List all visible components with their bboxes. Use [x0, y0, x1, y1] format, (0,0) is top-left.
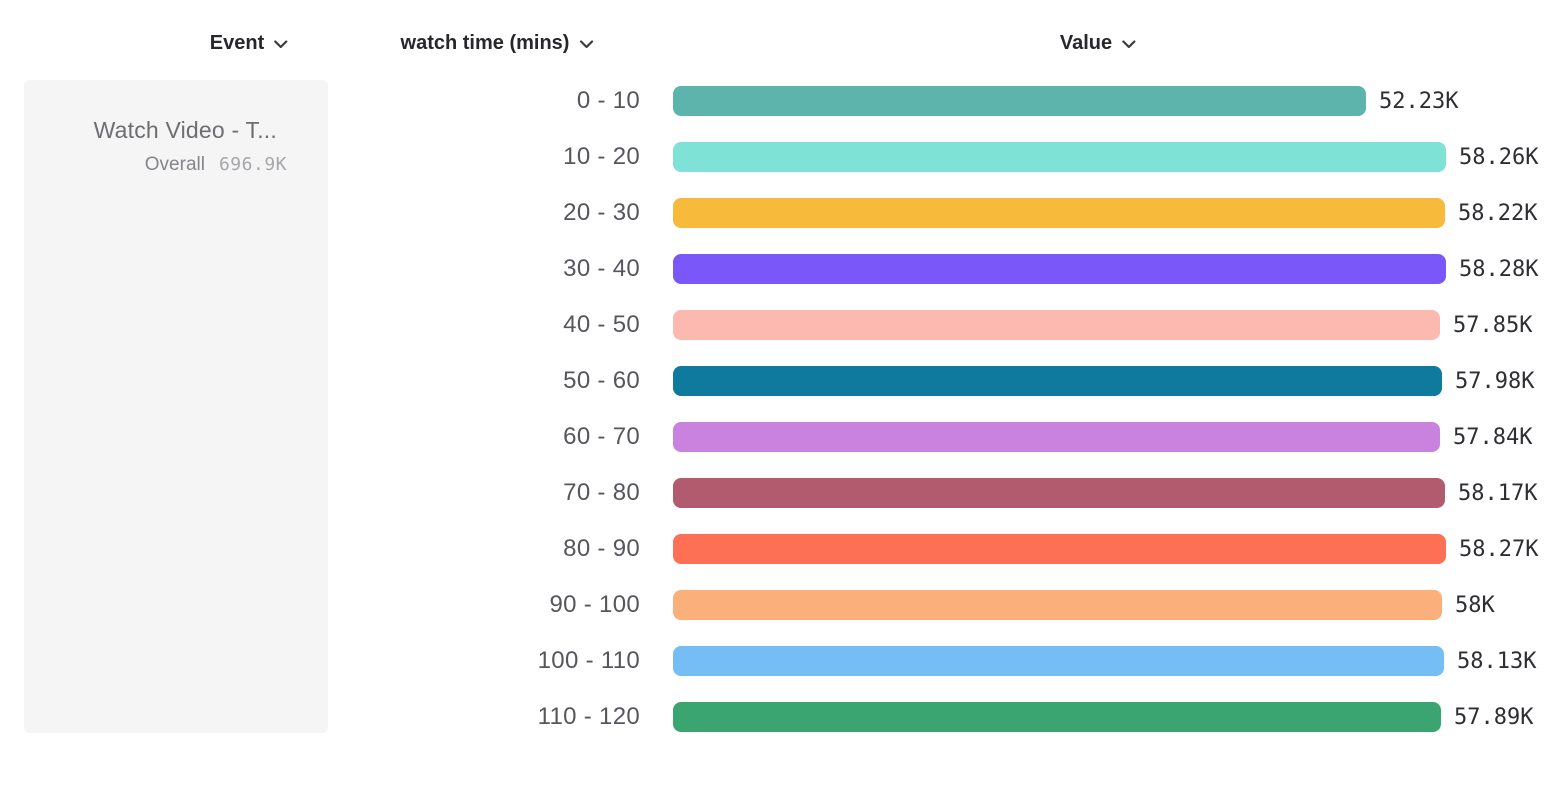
chart-row: 90 - 100 58K	[400, 577, 1565, 633]
value-label: 57.85K	[1453, 312, 1533, 338]
value-bar[interactable]	[673, 478, 1445, 508]
bar-chart: 0 - 10 52.23K 10 - 20 58.26K 20 - 30 58.…	[400, 73, 1565, 745]
value-bar[interactable]	[673, 142, 1446, 172]
overall-value: 696.9K	[218, 154, 287, 175]
bucket-label: 60 - 70	[563, 423, 640, 450]
event-overall-row: Overall 696.9K	[24, 154, 328, 176]
column-header-breakdown-label: watch time (mins)	[400, 31, 570, 54]
chevron-down-icon	[1122, 40, 1136, 49]
value-bar[interactable]	[673, 366, 1442, 396]
value-label: 57.84K	[1453, 424, 1533, 450]
bucket-label: 40 - 50	[563, 311, 640, 338]
bucket-label: 0 - 10	[576, 87, 640, 114]
value-bar[interactable]	[673, 422, 1440, 452]
value-bar[interactable]	[673, 254, 1446, 284]
event-card[interactable]: Watch Video - T... Overall 696.9K	[24, 80, 328, 733]
chart-row: 20 - 30 58.22K	[400, 185, 1565, 241]
column-header-value[interactable]: Value	[1060, 28, 1136, 58]
chart-row: 40 - 50 57.85K	[400, 297, 1565, 353]
value-bar[interactable]	[673, 198, 1445, 228]
value-bar[interactable]	[673, 310, 1440, 340]
chart-row: 50 - 60 57.98K	[400, 353, 1565, 409]
event-title: Watch Video - T...	[93, 117, 277, 143]
column-header-value-label: Value	[1059, 31, 1113, 54]
chart-row: 100 - 110 58.13K	[400, 633, 1565, 689]
column-header-event[interactable]: Event	[210, 28, 288, 58]
value-label: 52.23K	[1379, 88, 1459, 114]
bucket-label: 70 - 80	[563, 479, 640, 506]
chart-row: 0 - 10 52.23K	[400, 73, 1565, 129]
chevron-down-icon	[579, 40, 594, 49]
value-bar[interactable]	[673, 590, 1442, 620]
value-label: 57.98K	[1455, 368, 1535, 394]
bucket-label: 90 - 100	[549, 591, 640, 618]
bucket-label: 20 - 30	[563, 199, 640, 226]
column-header-event-label: Event	[209, 31, 265, 54]
bucket-label: 110 - 120	[537, 703, 640, 730]
chevron-down-icon	[274, 40, 288, 49]
chart-row: 80 - 90 58.27K	[400, 521, 1565, 577]
value-label: 58.26K	[1459, 144, 1539, 170]
value-bar[interactable]	[673, 646, 1444, 676]
bucket-label: 80 - 90	[563, 535, 640, 562]
bucket-label: 10 - 20	[563, 143, 640, 170]
chart-row: 110 - 120 57.89K	[400, 689, 1565, 745]
chart-row: 10 - 20 58.26K	[400, 129, 1565, 185]
bucket-label: 100 - 110	[537, 647, 640, 674]
value-label: 58.13K	[1457, 648, 1537, 674]
value-label: 58.28K	[1459, 256, 1539, 282]
value-label: 58.27K	[1459, 536, 1539, 562]
value-bar[interactable]	[673, 702, 1441, 732]
column-header-breakdown[interactable]: watch time (mins)	[401, 28, 594, 58]
value-label: 58.17K	[1458, 480, 1538, 506]
chart-row: 30 - 40 58.28K	[400, 241, 1565, 297]
bucket-label: 50 - 60	[563, 367, 640, 394]
chart-row: 70 - 80 58.17K	[400, 465, 1565, 521]
value-label: 58K	[1455, 592, 1495, 618]
value-bar[interactable]	[673, 86, 1366, 116]
overall-label: Overall	[144, 154, 205, 175]
value-label: 58.22K	[1458, 200, 1538, 226]
chart-row: 60 - 70 57.84K	[400, 409, 1565, 465]
value-bar[interactable]	[673, 534, 1446, 564]
bucket-label: 30 - 40	[563, 255, 640, 282]
value-label: 57.89K	[1454, 704, 1534, 730]
